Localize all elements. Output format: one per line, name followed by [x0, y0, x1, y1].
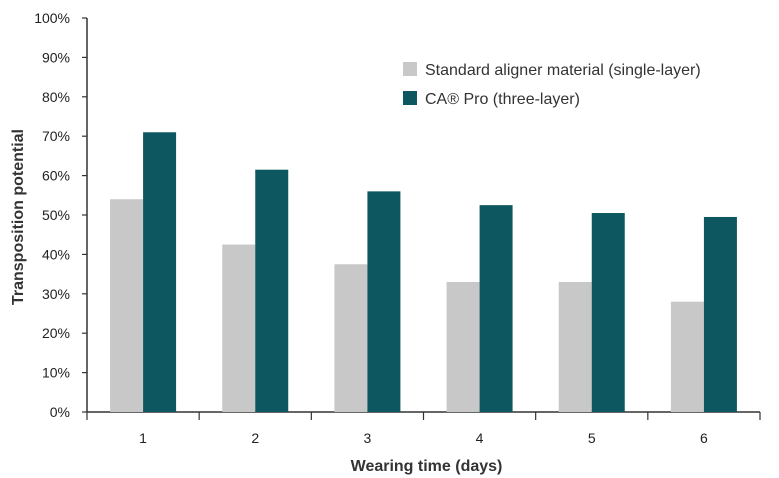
bar-ca-pro-day-3 [367, 191, 401, 412]
x-axis: 1 2 3 4 5 6 [86, 411, 761, 446]
bar-ca-pro-day-6 [703, 216, 737, 412]
x-tick-label: 3 [364, 430, 372, 446]
legend-swatch-standard [403, 62, 417, 76]
bar-ca-pro-day-5 [591, 213, 625, 412]
x-tick-label: 4 [476, 430, 484, 446]
bars [110, 132, 737, 412]
bar-standard-day-5 [558, 281, 592, 412]
legend-label-ca-pro: CA® Pro (three-layer) [425, 91, 580, 108]
legend: Standard aligner material (single-layer)… [403, 62, 701, 108]
y-tick-label: 50% [42, 207, 70, 223]
y-tick-label: 20% [42, 325, 70, 341]
y-tick-label: 30% [42, 286, 70, 302]
x-tick-label: 6 [700, 430, 708, 446]
bar-standard-day-3 [334, 264, 368, 412]
y-tick-label: 60% [42, 168, 70, 184]
x-tick-label: 2 [251, 430, 259, 446]
bar-ca-pro-day-1 [143, 132, 177, 412]
legend-swatch-ca-pro [403, 91, 417, 105]
y-tick-label: 10% [42, 365, 70, 381]
x-tick-label: 5 [588, 430, 596, 446]
y-tick-label: 70% [42, 128, 70, 144]
y-tick-label: 0% [50, 404, 70, 420]
bar-standard-day-6 [670, 301, 704, 412]
y-tick-label: 40% [42, 246, 70, 262]
bar-ca-pro-day-4 [479, 205, 513, 412]
y-tick-label: 100% [34, 10, 70, 26]
y-axis: 0% 10% 20% 30% 40% 50% 60% 70% 80% 90% 100% [34, 10, 88, 420]
y-tick-label: 80% [42, 89, 70, 105]
bar-standard-day-1 [110, 199, 144, 412]
bar-standard-day-4 [446, 281, 480, 412]
bar-standard-day-2 [222, 244, 256, 412]
x-axis-title: Wearing time (days) [351, 458, 503, 475]
bar-ca-pro-day-2 [255, 169, 289, 412]
y-axis-title: Transposition potential [10, 129, 27, 305]
y-tick-label: 90% [42, 49, 70, 65]
x-tick-label: 1 [139, 430, 147, 446]
legend-label-standard: Standard aligner material (single-layer) [425, 62, 701, 79]
